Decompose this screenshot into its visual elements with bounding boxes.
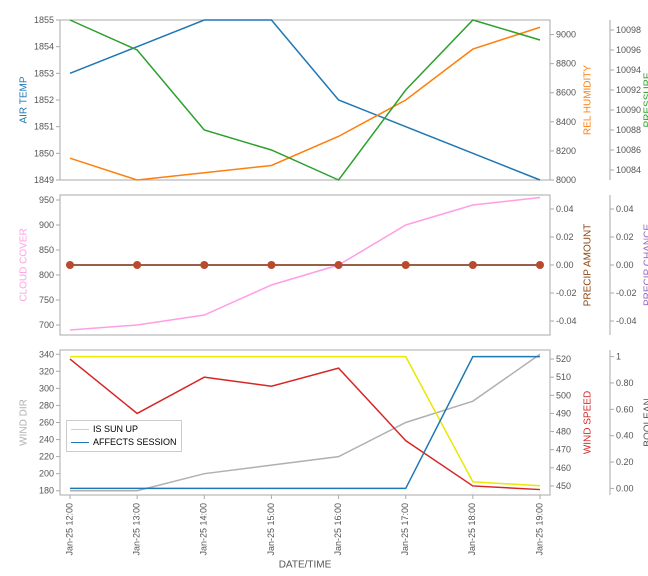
svg-text:800: 800 [39, 270, 54, 280]
svg-text:280: 280 [39, 400, 54, 410]
legend-swatch [71, 442, 89, 443]
legend-item: AFFECTS SESSION [71, 436, 177, 449]
svg-text:8600: 8600 [556, 88, 576, 98]
svg-text:1849: 1849 [34, 175, 54, 185]
svg-text:480: 480 [556, 427, 571, 437]
marker [335, 261, 343, 269]
svg-text:300: 300 [39, 383, 54, 393]
svg-text:0.60: 0.60 [616, 404, 634, 414]
svg-text:-0.02: -0.02 [616, 288, 637, 298]
x-tick-label: Jan-25 12:00 [64, 503, 74, 556]
svg-text:0.00: 0.00 [616, 260, 634, 270]
svg-text:0.00: 0.00 [556, 260, 574, 270]
marker [469, 261, 477, 269]
legend-swatch [71, 429, 89, 430]
marker [267, 261, 275, 269]
svg-text:490: 490 [556, 408, 571, 418]
svg-text:10092: 10092 [616, 85, 641, 95]
svg-text:10096: 10096 [616, 45, 641, 55]
marker [133, 261, 141, 269]
svg-text:520: 520 [556, 354, 571, 364]
svg-text:8800: 8800 [556, 59, 576, 69]
legend-label: AFFECTS SESSION [93, 436, 177, 449]
svg-text:-0.04: -0.04 [556, 316, 577, 326]
legend-label: IS SUN UP [93, 423, 138, 436]
svg-text:850: 850 [39, 245, 54, 255]
axis-label: CLOUD COVER [19, 228, 30, 301]
svg-text:200: 200 [39, 469, 54, 479]
axis-label: WIND DIR [19, 399, 30, 446]
svg-text:950: 950 [39, 195, 54, 205]
svg-text:0.40: 0.40 [616, 431, 634, 441]
svg-text:700: 700 [39, 320, 54, 330]
svg-text:1851: 1851 [34, 122, 54, 132]
svg-text:8400: 8400 [556, 117, 576, 127]
svg-text:180: 180 [39, 486, 54, 496]
svg-text:0.80: 0.80 [616, 378, 634, 388]
svg-text:1: 1 [616, 352, 621, 362]
svg-text:10086: 10086 [616, 145, 641, 155]
svg-text:240: 240 [39, 435, 54, 445]
marker [66, 261, 74, 269]
x-tick-label: Jan-25 18:00 [467, 503, 477, 556]
legend: IS SUN UPAFFECTS SESSION [66, 420, 182, 452]
svg-text:10094: 10094 [616, 65, 641, 75]
marker [402, 261, 410, 269]
axis-label: PRECIP AMOUNT [583, 224, 594, 307]
svg-text:900: 900 [39, 220, 54, 230]
svg-text:0.04: 0.04 [616, 204, 634, 214]
svg-text:500: 500 [556, 390, 571, 400]
x-tick-label: Jan-25 17:00 [400, 503, 410, 556]
axis-label: REL HUMIDITY [583, 65, 594, 136]
svg-text:0.04: 0.04 [556, 204, 574, 214]
panel-top [60, 20, 550, 180]
x-tick-label: Jan-25 13:00 [132, 503, 142, 556]
svg-text:1853: 1853 [34, 68, 54, 78]
x-tick-label: Jan-25 19:00 [534, 503, 544, 556]
svg-text:9000: 9000 [556, 30, 576, 40]
svg-text:1850: 1850 [34, 148, 54, 158]
svg-text:450: 450 [556, 481, 571, 491]
axis-label: AIR TEMP [19, 76, 30, 123]
svg-text:1854: 1854 [34, 42, 54, 52]
svg-text:750: 750 [39, 295, 54, 305]
x-tick-label: Jan-25 14:00 [199, 503, 209, 556]
x-tick-label: Jan-25 16:00 [333, 503, 343, 556]
svg-text:-0.04: -0.04 [616, 316, 637, 326]
svg-text:0.02: 0.02 [556, 232, 574, 242]
axis-label: PRESSURE [643, 72, 648, 127]
marker [536, 261, 544, 269]
svg-text:1855: 1855 [34, 15, 54, 25]
legend-item: IS SUN UP [71, 423, 177, 436]
svg-text:10088: 10088 [616, 125, 641, 135]
svg-text:320: 320 [39, 366, 54, 376]
svg-text:220: 220 [39, 452, 54, 462]
axis-label: BOOLEAN [643, 398, 648, 446]
svg-text:340: 340 [39, 349, 54, 359]
axis-label: PRECIP CHANCE [643, 224, 648, 306]
svg-text:260: 260 [39, 418, 54, 428]
marker [200, 261, 208, 269]
svg-text:0.00: 0.00 [616, 483, 634, 493]
svg-text:0.02: 0.02 [616, 232, 634, 242]
svg-text:0.20: 0.20 [616, 457, 634, 467]
svg-text:8000: 8000 [556, 175, 576, 185]
svg-text:10090: 10090 [616, 105, 641, 115]
svg-text:10084: 10084 [616, 165, 641, 175]
svg-text:10098: 10098 [616, 25, 641, 35]
axis-label: WIND SPEED [583, 391, 594, 454]
x-axis-label: DATE/TIME [279, 560, 332, 571]
svg-text:470: 470 [556, 445, 571, 455]
svg-text:510: 510 [556, 372, 571, 382]
svg-text:8200: 8200 [556, 146, 576, 156]
svg-text:1852: 1852 [34, 95, 54, 105]
svg-text:-0.02: -0.02 [556, 288, 577, 298]
svg-text:460: 460 [556, 463, 571, 473]
x-tick-label: Jan-25 15:00 [266, 503, 276, 556]
